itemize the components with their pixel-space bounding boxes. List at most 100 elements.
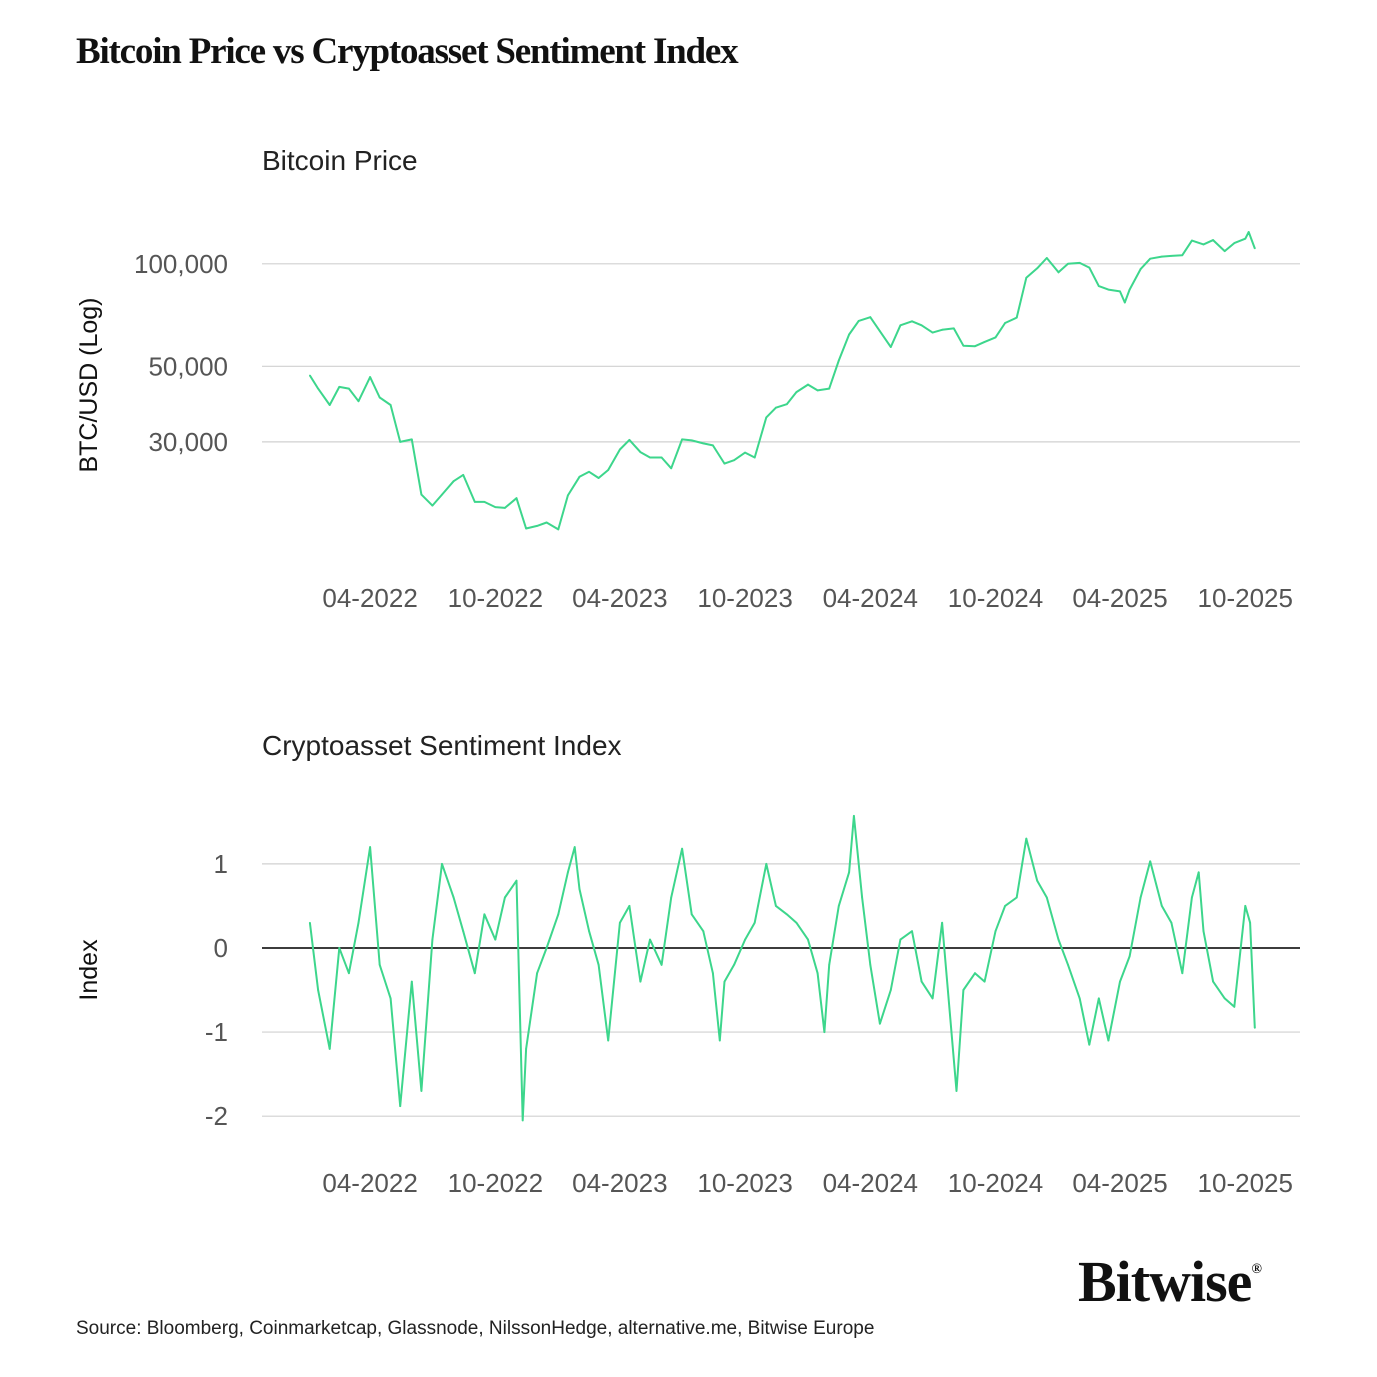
sentiment-point <box>628 905 631 907</box>
sentiment-point <box>889 989 892 991</box>
sentiment-point <box>1190 896 1193 899</box>
price-point <box>618 448 621 451</box>
price-point <box>1149 257 1152 260</box>
price-point <box>857 319 860 322</box>
sentiment-point <box>410 980 413 983</box>
x-tick-label: 04-2023 <box>572 583 667 613</box>
price-point <box>911 320 913 323</box>
sentiment-point <box>462 930 465 933</box>
price-point <box>597 477 600 479</box>
sentiment-point <box>1107 1039 1110 1042</box>
price-point <box>681 438 684 441</box>
x-tick-label: 10-2023 <box>697 1168 792 1198</box>
sentiment-point <box>649 938 651 941</box>
price-point <box>899 324 902 327</box>
sentiment-point <box>702 930 705 933</box>
price-point <box>536 525 538 527</box>
sentiment-point <box>308 921 311 924</box>
sentiment-point <box>1067 963 1069 966</box>
price-point <box>785 403 788 406</box>
sentiment-point <box>823 1031 826 1033</box>
price-point <box>878 330 881 333</box>
price-point <box>628 439 631 441</box>
price-point <box>1004 322 1006 324</box>
price-point <box>1247 231 1250 233</box>
price-point <box>670 467 673 470</box>
sentiment-point <box>744 938 746 941</box>
sentiment-point <box>1057 938 1060 941</box>
price-point <box>1244 237 1247 240</box>
price-point <box>994 336 997 339</box>
price-point <box>588 470 590 473</box>
price-point <box>317 387 320 390</box>
price-point <box>1036 267 1039 270</box>
price-point <box>952 327 955 330</box>
sentiment-point <box>878 1022 881 1025</box>
y-tick-label: 30,000 <box>148 427 228 457</box>
price-point <box>1097 285 1100 288</box>
sentiment-point <box>515 879 518 882</box>
sentiment-point <box>962 989 965 991</box>
price-point <box>765 416 768 419</box>
sentiment-point <box>795 921 798 924</box>
price-point <box>338 386 341 388</box>
price-point <box>452 480 455 483</box>
price-point <box>1160 255 1163 258</box>
sentiment-point <box>899 938 902 941</box>
sentiment-point <box>1097 997 1100 1000</box>
bitcoin-price-line <box>309 231 1256 531</box>
y-axis-label: BTC/USD (Log) <box>75 297 103 472</box>
sentiment-point <box>911 930 913 933</box>
y-tick-label: 0 <box>214 933 228 963</box>
price-point <box>347 387 350 390</box>
sentiment-point <box>1181 972 1184 975</box>
sentiment-point <box>941 921 944 924</box>
sentiment-point <box>1202 930 1205 933</box>
price-point <box>578 475 581 478</box>
price-point <box>1025 276 1028 279</box>
price-point <box>1078 262 1081 264</box>
sentiment-point <box>785 913 788 916</box>
sentiment-point <box>607 1039 610 1042</box>
price-point <box>1057 271 1060 274</box>
sentiment-point <box>618 921 621 924</box>
price-point <box>1107 288 1110 291</box>
sentiment-point <box>955 1090 958 1092</box>
sentiment-point <box>566 871 569 874</box>
price-point <box>357 400 360 403</box>
price-point <box>869 316 872 319</box>
sentiment-point <box>1244 905 1247 907</box>
sentiment-point <box>1036 879 1039 882</box>
x-tick-label: 10-2024 <box>948 1168 1043 1198</box>
price-point <box>545 521 548 524</box>
sentiment-point <box>974 972 976 975</box>
logo-text: Bitwise <box>1078 1249 1252 1314</box>
price-point <box>733 459 736 462</box>
x-tick-label: 04-2022 <box>322 1168 417 1198</box>
sentiment-point <box>852 815 855 817</box>
sentiment-point <box>807 938 809 941</box>
price-point <box>483 500 486 503</box>
price-point <box>660 456 663 459</box>
x-tick-label: 10-2025 <box>1198 583 1293 613</box>
sentiment-point <box>369 846 372 848</box>
price-point <box>607 469 610 471</box>
sentiment-point <box>1119 980 1121 983</box>
sentiment-point <box>718 1039 721 1042</box>
sentiment-point <box>765 862 768 865</box>
price-point <box>389 404 392 406</box>
x-tick-label: 04-2024 <box>823 1168 918 1198</box>
sentiment-point <box>441 862 443 865</box>
sentiment-point <box>931 997 934 1000</box>
price-point <box>566 494 569 497</box>
sentiment-point <box>504 896 506 899</box>
price-point <box>1233 242 1236 245</box>
price-point <box>328 404 331 406</box>
sentiment-point <box>1233 1005 1236 1008</box>
sentiment-point <box>1170 921 1173 924</box>
sentiment-point <box>1212 980 1215 983</box>
sentiment-point <box>1078 997 1081 1000</box>
price-point <box>712 444 714 447</box>
price-point <box>816 389 819 392</box>
price-point <box>1202 243 1205 246</box>
